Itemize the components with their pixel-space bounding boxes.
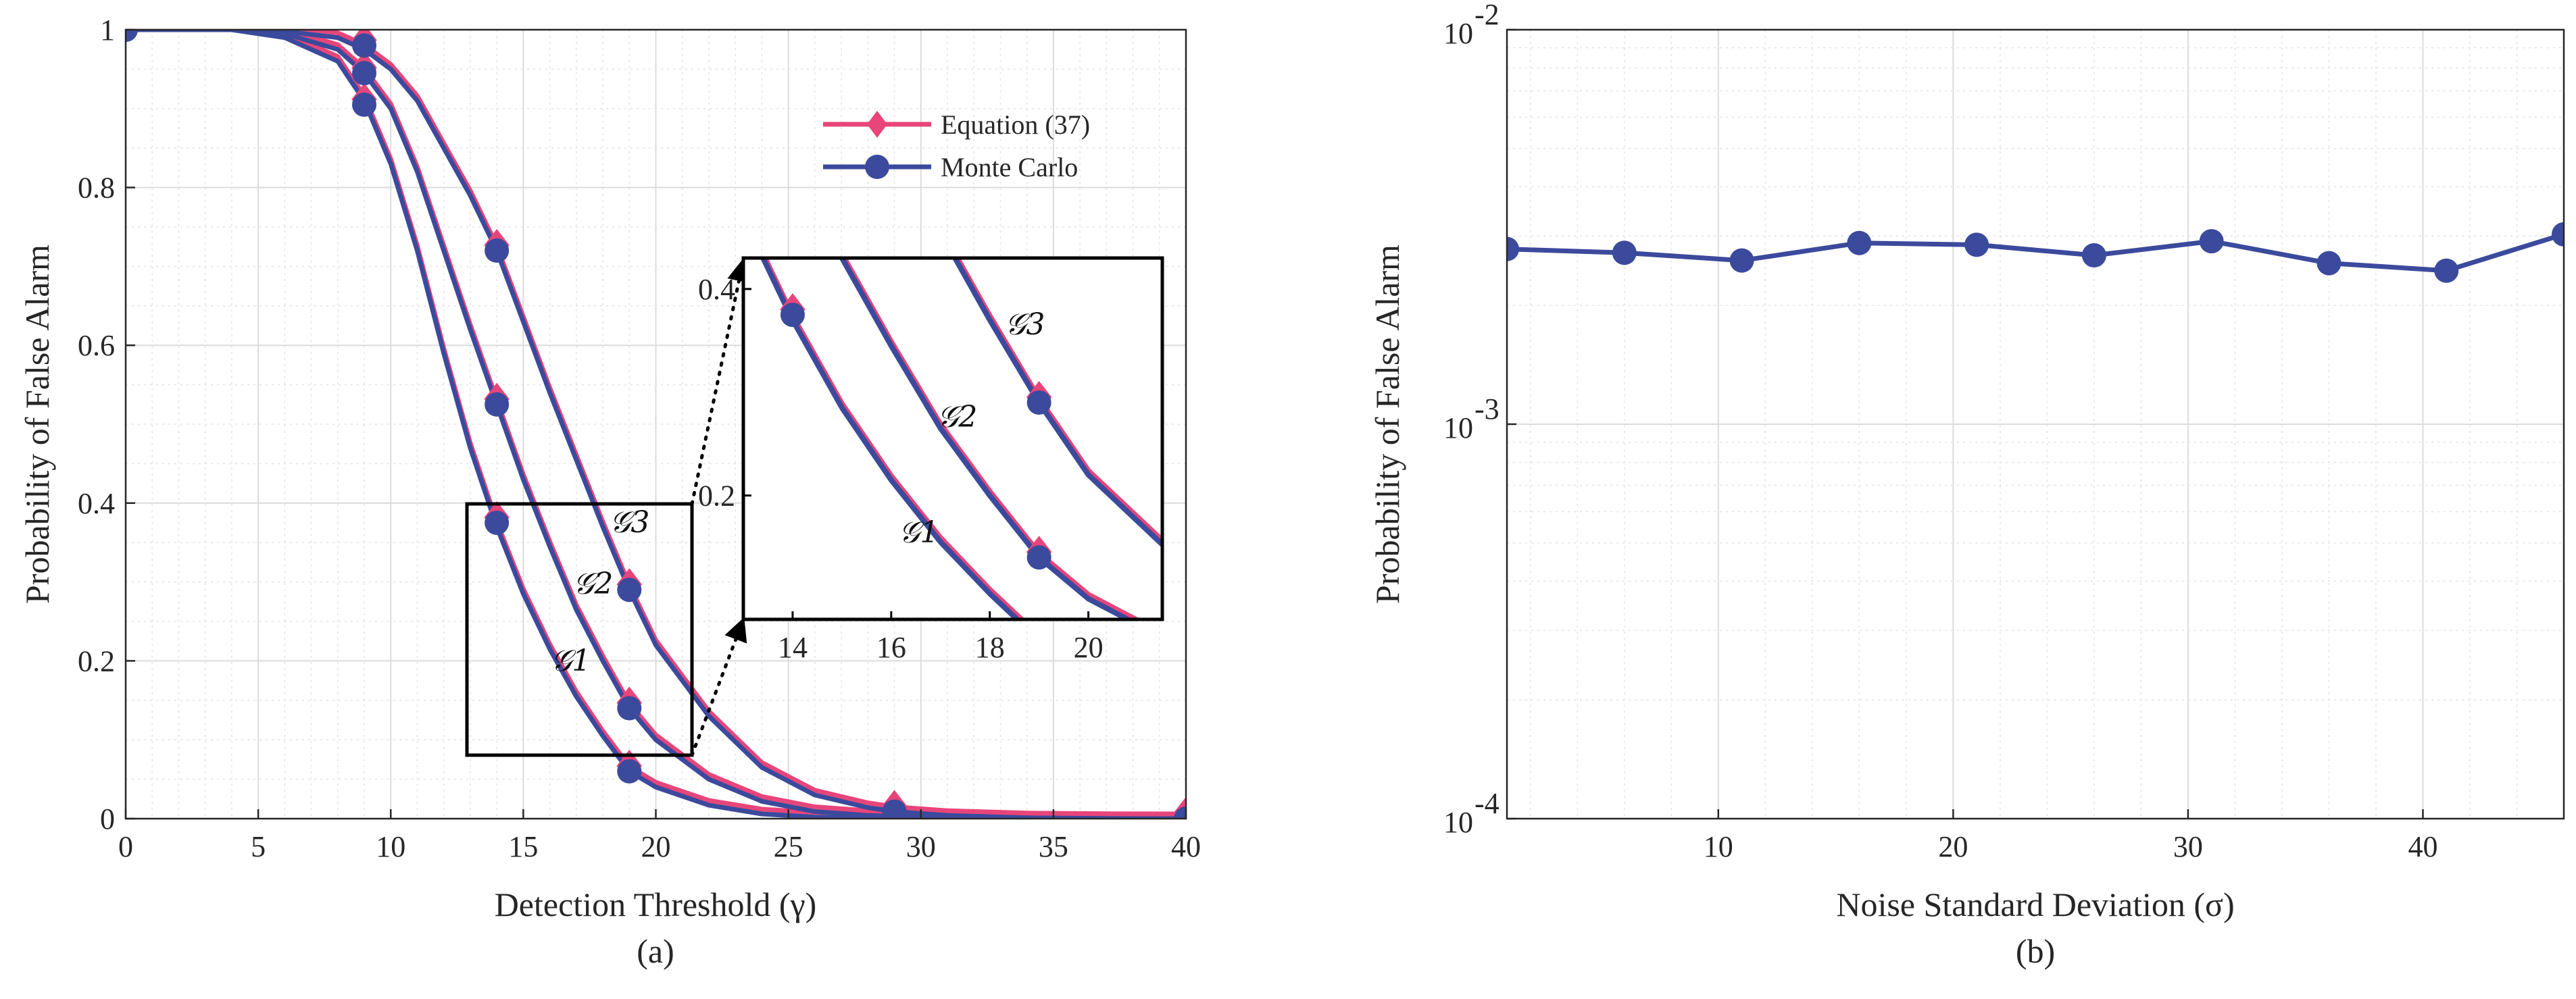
monte-carlo-marker-b (1964, 232, 1989, 257)
monte-carlo-marker-b (1507, 236, 1519, 261)
zoom-inset: 14 16 18 20 0.2 0.4 𝒢1 𝒢2 𝒢3 (698, 256, 1164, 664)
monte-carlo-marker-b (2081, 242, 2106, 267)
y-axis-label-b: Probability of False Alarm (1368, 245, 1406, 604)
curve-label-g2: 𝒢2 (573, 567, 613, 601)
monte-carlo-marker (352, 92, 377, 117)
monte-carlo-line-b (1507, 232, 2564, 274)
inset-label-g2: 𝒢2 (937, 400, 977, 434)
monte-carlo-marker (617, 696, 642, 721)
curve-label-g3: 𝒢3 (610, 505, 649, 540)
y-tick-exponent: -4 (1475, 787, 1500, 820)
x-tick-label: 10 (1704, 830, 1733, 863)
legend-marker-monte-carlo (865, 155, 889, 179)
y-tick-label: 0.6 (78, 329, 115, 362)
y-tick-label: 0.8 (78, 172, 115, 205)
inset-x-tick-label: 18 (975, 631, 1005, 664)
monte-carlo-marker-b (2434, 258, 2459, 283)
monte-carlo-marker-b (2199, 229, 2224, 254)
curves-a (126, 30, 1186, 819)
x-tick-label: 40 (2408, 830, 2437, 863)
legend-label-monte-carlo: Monte Carlo (941, 152, 1078, 182)
y-tick-label: 0.2 (78, 644, 115, 677)
y-tick-label: 0 (100, 802, 115, 836)
monte-carlo-marker (1174, 806, 1186, 819)
inset-monte-carlo-marker (1026, 390, 1051, 415)
curves-b (1507, 222, 2564, 283)
inset-y-tick-label: 0.2 (698, 480, 735, 513)
y-tick-label: 10 (1443, 806, 1473, 839)
inset-curves (760, 258, 1162, 619)
x-tick-label: 0 (118, 830, 133, 863)
inset-x-tick-label: 14 (778, 631, 808, 664)
ticks-a: 0 5 10 15 20 25 30 35 40 0 0.2 0.4 0.6 0.8 1 (78, 14, 1201, 863)
x-tick-label: 15 (508, 830, 538, 863)
monte-carlo-marker-b (2317, 251, 2342, 276)
monte-carlo-marker (617, 759, 642, 784)
x-tick-label: 25 (774, 830, 803, 863)
monte-carlo-marker-b (1729, 248, 1754, 273)
monte-carlo-marker-b (1847, 230, 1872, 255)
inset-monte-carlo-line-g1 (760, 258, 1022, 619)
inset-monte-carlo-line-g2 (839, 258, 1134, 619)
inset-monte-carlo-marker (780, 303, 805, 328)
x-tick-label: 10 (376, 830, 405, 863)
curve-label-g1: 𝒢1 (551, 644, 591, 678)
monte-carlo-marker (882, 799, 907, 819)
panel-label-b: (b) (2016, 932, 2055, 970)
inset-ticks: 14 16 18 20 0.2 0.4 (698, 273, 1104, 664)
zoom-arrow-top (690, 257, 751, 506)
zoom-region-box (465, 502, 694, 757)
y-tick-label: 1 (100, 14, 115, 47)
inset-x-tick-label: 20 (1074, 631, 1104, 664)
y-axis-label-a: Probability of False Alarm (18, 245, 56, 604)
monte-carlo-marker (485, 238, 510, 263)
monte-carlo-marker-b (1612, 240, 1637, 265)
x-tick-label: 5 (251, 830, 266, 863)
x-tick-label: 30 (906, 830, 936, 863)
x-tick-label: 20 (641, 830, 671, 863)
monte-carlo-marker (352, 61, 377, 86)
inset-label-g1: 𝒢1 (899, 515, 939, 550)
monte-carlo-marker (485, 392, 510, 417)
y-tick-exponent: -3 (1475, 392, 1500, 426)
legend-marker-equation (867, 111, 887, 138)
inset-y-tick-label: 0.4 (698, 273, 735, 306)
x-tick-label: 40 (1171, 830, 1201, 863)
monte-carlo-marker (126, 30, 138, 42)
legend: Equation (37) Monte Carlo (823, 109, 1090, 182)
inset-label-g3: 𝒢3 (1005, 307, 1045, 342)
x-tick-label: 20 (1938, 830, 1968, 863)
x-axis-label-b: Noise Standard Deviation (σ) (1836, 886, 2234, 923)
monte-carlo-marker (485, 511, 510, 535)
y-tick-label: 10 (1443, 411, 1473, 444)
monte-carlo-marker (352, 33, 377, 58)
x-tick-label: 35 (1039, 830, 1068, 863)
inset-monte-carlo-marker (1026, 545, 1051, 570)
y-tick-exponent: -2 (1475, 0, 1500, 31)
monte-carlo-marker-b (2552, 222, 2564, 247)
inset-box (741, 256, 1164, 621)
y-tick-label: 0.4 (78, 487, 115, 520)
panel-label-a: (a) (637, 932, 674, 970)
inset-x-tick-label: 16 (876, 631, 906, 664)
y-tick-label: 10 (1443, 17, 1473, 50)
monte-carlo-marker (617, 578, 642, 603)
x-axis-label-a: Detection Threshold (γ) (495, 886, 817, 923)
grid-b (1507, 30, 2564, 819)
x-tick-label: 30 (2173, 830, 2203, 863)
legend-label-equation: Equation (37) (941, 109, 1090, 140)
